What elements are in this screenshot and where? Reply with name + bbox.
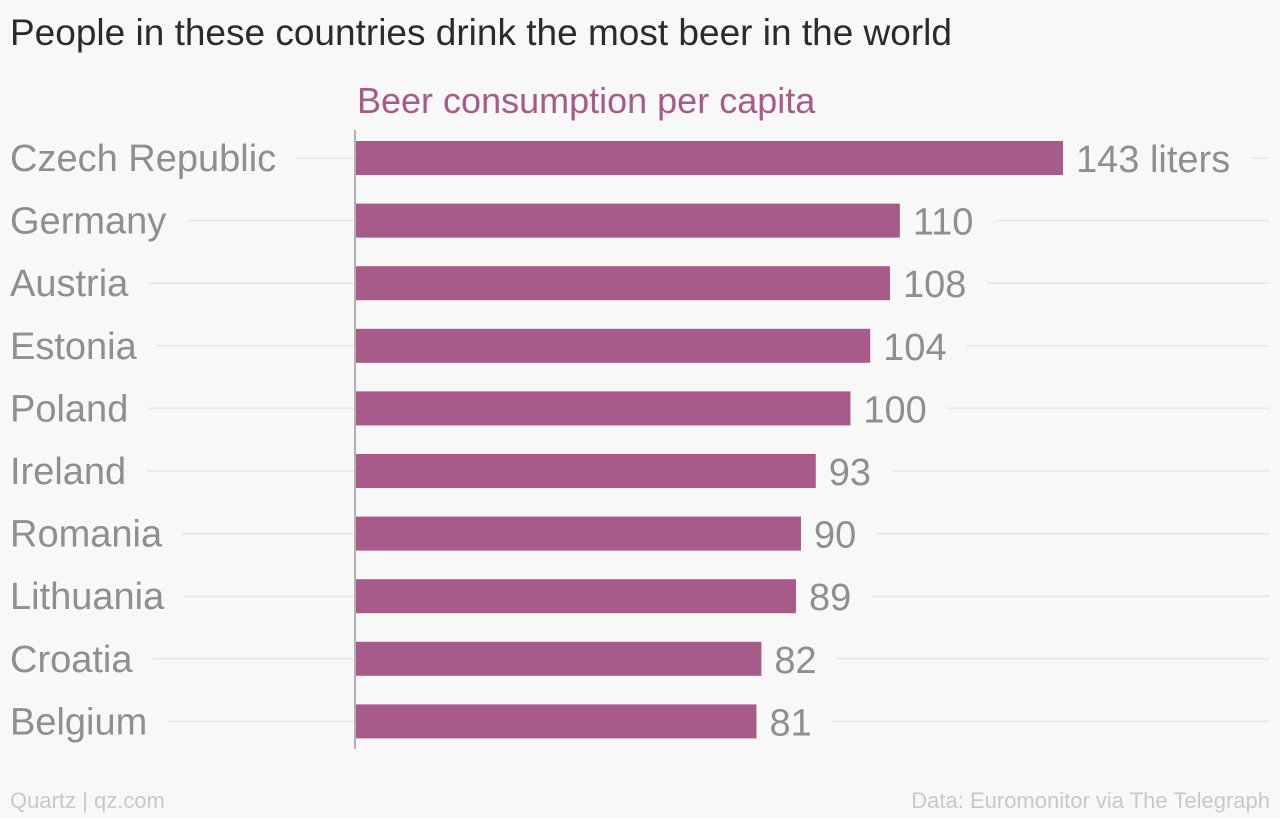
- value-label: 108: [903, 264, 966, 306]
- bar: [356, 454, 816, 488]
- category-label: Ireland: [10, 451, 126, 493]
- bar: [356, 516, 801, 551]
- bar: [356, 704, 757, 739]
- bar: [356, 266, 890, 301]
- category-label: Germany: [10, 201, 166, 243]
- bar: [356, 641, 762, 676]
- source-text: Data: Euromonitor via The Telegraph: [911, 788, 1270, 813]
- grid-lines: [146, 157, 1270, 723]
- credit-text: Quartz | qz.com: [10, 788, 165, 813]
- value-label: 81: [769, 702, 811, 744]
- category-label: Romania: [10, 514, 163, 556]
- value-label: 89: [809, 577, 851, 619]
- value-label: 110: [913, 202, 974, 244]
- category-label: Lithuania: [10, 576, 165, 618]
- chart-title: People in these countries drink the most…: [10, 12, 952, 53]
- bar: [356, 391, 851, 426]
- category-label: Austria: [10, 263, 129, 305]
- category-label: Estonia: [10, 326, 138, 368]
- category-label: Czech Republic: [10, 138, 276, 180]
- value-label: 90: [814, 515, 856, 557]
- category-label: Belgium: [10, 701, 147, 743]
- value-label: 82: [774, 640, 816, 682]
- chart-subtitle: Beer consumption per capita: [357, 80, 816, 121]
- value-label: 104: [883, 327, 946, 369]
- category-label: Croatia: [10, 639, 133, 681]
- bar: [356, 579, 797, 614]
- category-labels: Czech Republic Germany Austria Estonia Polan…: [10, 138, 276, 743]
- value-labels: 143 liters 110 108 104 100 93 90 89 82 81: [769, 139, 1230, 744]
- bar: [356, 203, 900, 238]
- value-label: 143 liters: [1076, 139, 1230, 181]
- category-label: Poland: [10, 388, 128, 430]
- value-label: 93: [829, 452, 871, 494]
- bars: [356, 141, 1063, 739]
- bar: [356, 141, 1063, 175]
- value-label: 100: [863, 389, 926, 431]
- bar: [356, 328, 871, 363]
